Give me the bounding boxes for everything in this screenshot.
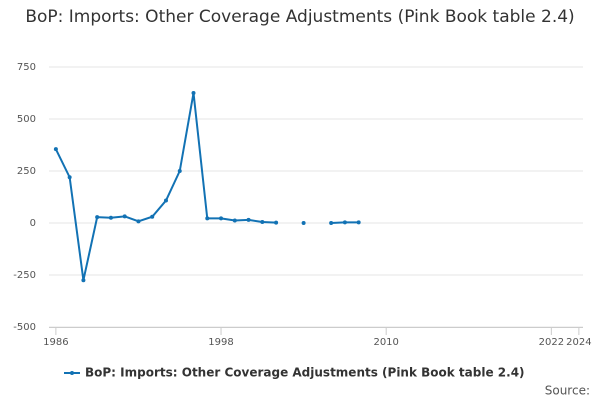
point xyxy=(342,220,347,225)
point xyxy=(232,218,237,223)
y-tick-label: -250 xyxy=(13,270,36,281)
series-line xyxy=(54,92,359,281)
legend-marker xyxy=(70,371,74,375)
x-tick-label: 2024 xyxy=(566,337,591,348)
x-tick-label: 1986 xyxy=(43,337,68,348)
point xyxy=(136,219,141,224)
y-tick-label: 250 xyxy=(17,166,36,177)
point xyxy=(177,169,182,173)
legend-label: BoP: Imports: Other Coverage Adjustments… xyxy=(85,366,525,380)
source-label: Source: xyxy=(545,384,590,398)
point xyxy=(219,216,224,221)
point xyxy=(260,219,265,224)
y-tick-label: 750 xyxy=(17,62,36,73)
point xyxy=(329,221,334,225)
y-tick-label: -500 xyxy=(13,322,36,333)
point xyxy=(122,214,127,219)
point xyxy=(67,175,72,180)
point xyxy=(53,147,58,152)
point xyxy=(108,215,113,220)
point xyxy=(163,198,168,203)
point xyxy=(81,278,86,283)
y-tick-label: 0 xyxy=(30,218,36,229)
x-tick-label: 2022 xyxy=(539,337,564,348)
point xyxy=(274,220,279,225)
point xyxy=(191,91,196,95)
point xyxy=(301,221,306,225)
point xyxy=(95,215,100,220)
point xyxy=(205,216,210,221)
x-tick-label: 2010 xyxy=(373,337,398,348)
y-tick-label: 500 xyxy=(17,114,36,125)
point xyxy=(150,214,155,219)
chart-title: BoP: Imports: Other Coverage Adjustments… xyxy=(25,7,575,27)
x-tick-label: 1998 xyxy=(208,337,233,348)
point xyxy=(246,217,251,222)
point xyxy=(356,220,361,225)
